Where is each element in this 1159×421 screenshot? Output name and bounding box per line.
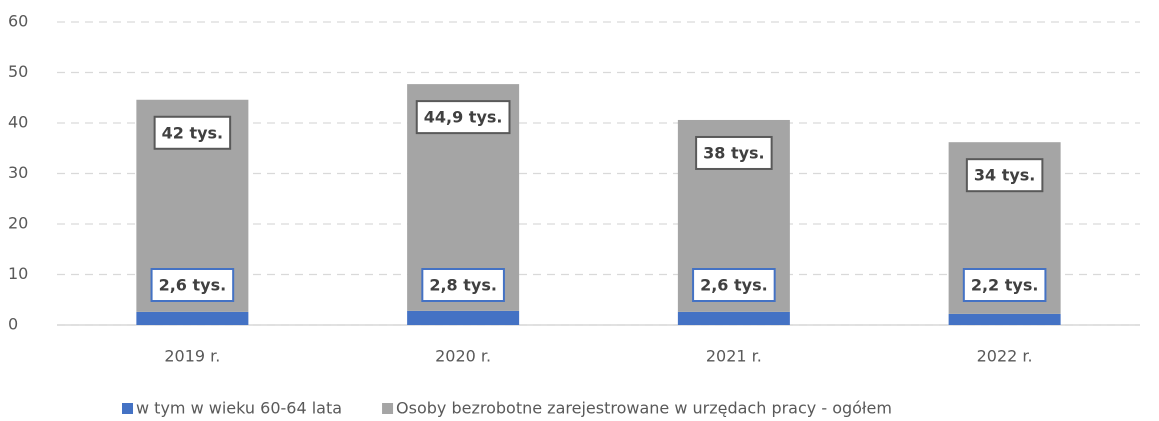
data-label-text: 2,6 tys. [159, 276, 227, 295]
legend-swatch [122, 403, 133, 414]
data-label: 2,6 tys. [692, 268, 776, 302]
data-label: 42 tys. [153, 115, 232, 150]
data-label: 2,8 tys. [421, 268, 505, 302]
data-label-text: 38 tys. [703, 143, 765, 162]
data-label-text: 42 tys. [162, 123, 224, 142]
data-label: 34 tys. [965, 158, 1044, 193]
data-label-box [962, 268, 1047, 302]
data-label-box [965, 158, 1044, 193]
data-label-box [150, 268, 235, 302]
data-label-box [692, 268, 776, 302]
y-tick-label: 60 [8, 12, 28, 31]
legend-label: w tym w wieku 60-64 lata [136, 399, 342, 418]
data-label-box [415, 100, 511, 135]
y-tick-label: 50 [8, 62, 28, 81]
x-tick-label: 2022 r. [977, 347, 1033, 366]
y-tick-label: 0 [8, 315, 18, 334]
data-label-box [421, 268, 505, 302]
data-label-box [153, 115, 232, 150]
data-label: 38 tys. [695, 135, 773, 170]
x-tick-label: 2021 r. [706, 347, 762, 366]
legend-label: Osoby bezrobotne zarejestrowane w urzęda… [396, 399, 892, 418]
y-tick-label: 10 [8, 264, 28, 283]
legend-swatch [382, 403, 394, 414]
bar-segment [136, 311, 249, 325]
bar-segment [948, 313, 1061, 325]
data-label-box [695, 135, 773, 170]
data-label-text: 44,9 tys. [424, 108, 503, 127]
data-label: 2,2 tys. [962, 268, 1047, 302]
y-tick-label: 40 [8, 113, 28, 132]
data-label-text: 2,6 tys. [700, 276, 768, 295]
data-label-text: 2,2 tys. [971, 276, 1039, 295]
data-label: 2,6 tys. [150, 268, 235, 302]
data-label: 44,9 tys. [415, 100, 511, 135]
x-tick-label: 2019 r. [164, 347, 220, 366]
data-label-text: 34 tys. [974, 166, 1036, 185]
y-tick-label: 20 [8, 214, 28, 233]
bar-segment [407, 310, 520, 325]
bar-segment [677, 311, 790, 325]
x-tick-label: 2020 r. [435, 347, 491, 366]
y-tick-label: 30 [8, 163, 28, 182]
data-label-text: 2,8 tys. [429, 276, 497, 295]
